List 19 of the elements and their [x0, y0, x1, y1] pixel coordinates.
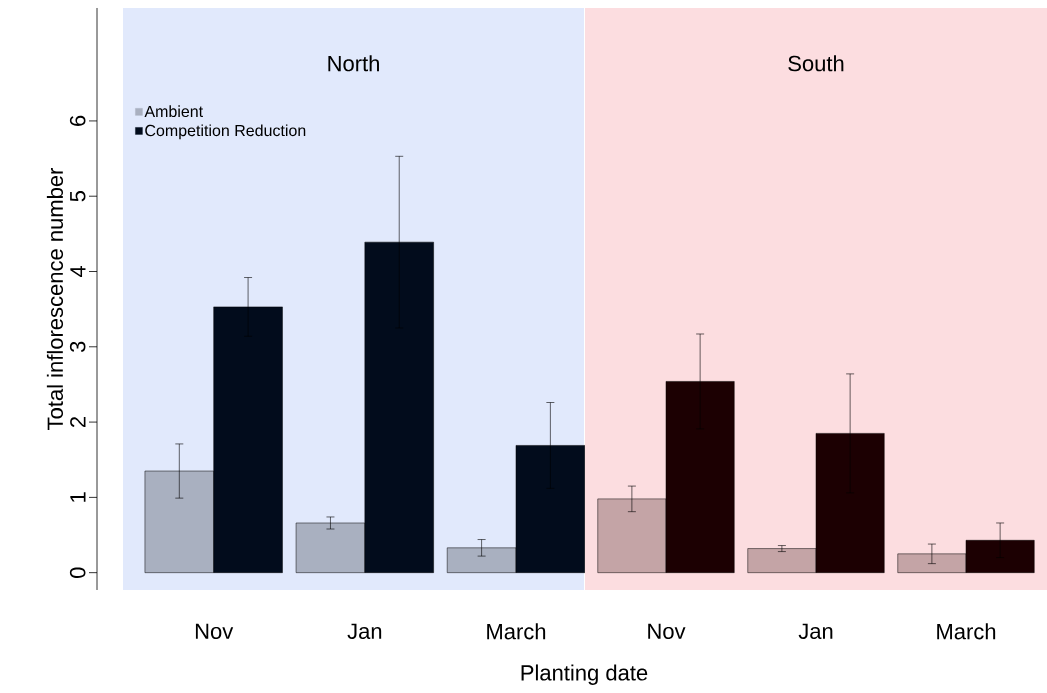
x-axis-title: Planting date — [521, 664, 648, 685]
text: North — [328, 55, 379, 72]
x-tick-label: Nov — [648, 623, 686, 639]
y-tick-label: 5 — [70, 191, 86, 202]
y-tick-label: 1 — [70, 492, 86, 502]
legend-label: Competition Reduction — [145, 124, 306, 140]
y-tick-label: 4 — [70, 266, 86, 278]
x-tick-label: Jan — [798, 623, 833, 639]
y-tick-label: 3 — [69, 341, 86, 353]
y-tick-label: 6 — [69, 115, 86, 126]
x-tick-label: March — [937, 623, 996, 640]
x-tick-label: March — [487, 623, 546, 640]
legend-label: Ambient — [144, 105, 203, 118]
y-tick-label: 0 — [69, 567, 86, 578]
y-axis-title: Total inflorescence number — [46, 167, 64, 430]
x-tick-label: Nov — [195, 623, 234, 639]
text: South — [788, 55, 844, 72]
y-tick-label: 2 — [70, 417, 86, 428]
x-tick-label: Jan — [347, 623, 382, 639]
